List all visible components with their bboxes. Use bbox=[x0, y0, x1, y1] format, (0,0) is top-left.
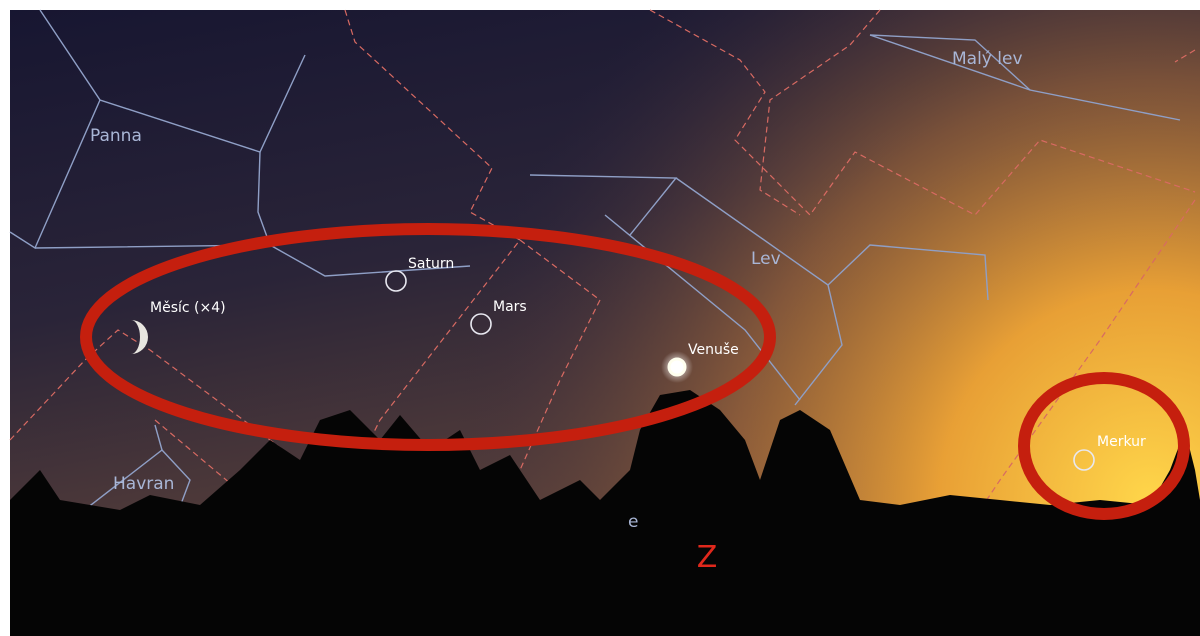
constellation-label: Lev bbox=[751, 249, 781, 269]
object-label: Měsíc (×4) bbox=[150, 300, 226, 316]
compass-label: Z bbox=[697, 540, 718, 575]
object-label: Merkur bbox=[1097, 434, 1146, 450]
constellation-label: Malý lev bbox=[952, 49, 1023, 69]
constellation-label: Panna bbox=[90, 126, 142, 146]
sky-view: Panna Malý lev Lev Havran e Saturn Mars … bbox=[0, 0, 1200, 636]
object-label: Venuše bbox=[688, 342, 739, 358]
venus-marker bbox=[669, 359, 685, 375]
constellation-label: Havran bbox=[113, 474, 174, 494]
constellation-label: e bbox=[628, 512, 638, 532]
object-label: Saturn bbox=[408, 256, 454, 272]
object-label: Mars bbox=[493, 299, 527, 315]
